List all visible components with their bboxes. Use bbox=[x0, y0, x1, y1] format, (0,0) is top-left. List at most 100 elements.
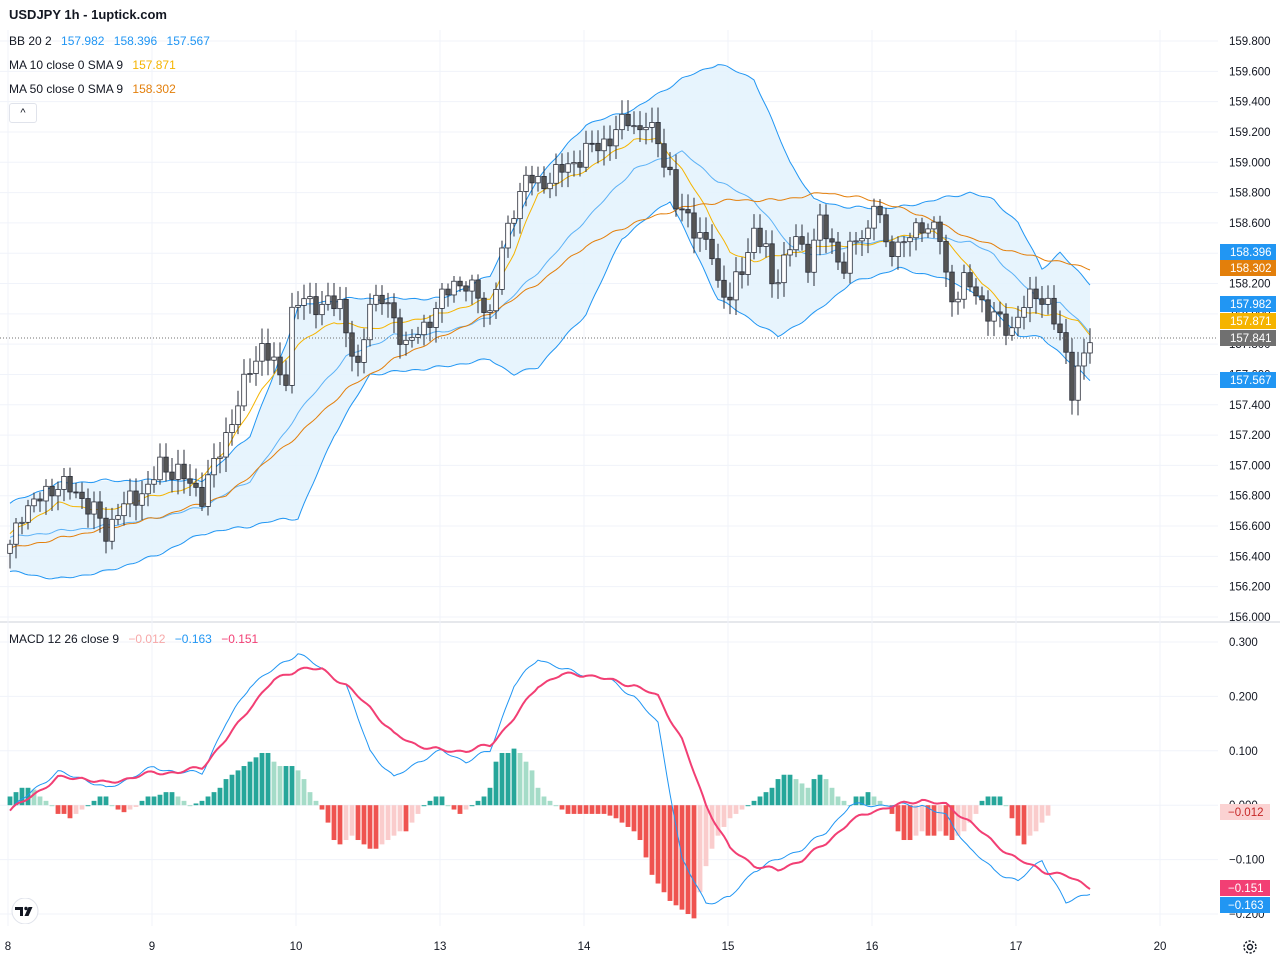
ma50-legend[interactable]: MA 50 close 0 SMA 9 158.302 bbox=[9, 81, 182, 97]
macd-histogram-bar bbox=[19, 787, 25, 806]
price-grid bbox=[0, 30, 1280, 926]
candle-body bbox=[883, 214, 889, 243]
macd-histogram-bar bbox=[283, 766, 289, 806]
macd-histogram-bar bbox=[967, 805, 973, 823]
candle-body bbox=[493, 289, 499, 312]
candle-body bbox=[577, 162, 583, 168]
time-axis[interactable]: 8 9 10 13 14 15 16 17 20 bbox=[5, 941, 1167, 953]
macd-histogram-bar bbox=[571, 805, 577, 814]
macd-histogram-bar bbox=[229, 774, 235, 806]
gear-icon[interactable] bbox=[1241, 938, 1259, 956]
macd-histogram-bar bbox=[397, 805, 403, 832]
candle-body bbox=[205, 474, 211, 507]
candle-body bbox=[223, 432, 229, 458]
bb-upper-value: 158.396 bbox=[113, 34, 158, 48]
candle-body bbox=[295, 304, 301, 308]
time-tick-label: 20 bbox=[1154, 941, 1167, 953]
macd-histogram-bar bbox=[835, 796, 841, 806]
candle-body bbox=[475, 279, 481, 299]
bb-legend[interactable]: BB 20 2 157.982 158.396 157.567 bbox=[9, 33, 216, 49]
macd-histogram-bar bbox=[121, 805, 127, 813]
macd-histogram-bar bbox=[553, 805, 559, 807]
macd-histogram-bar bbox=[175, 796, 181, 806]
macd-histogram-bar bbox=[799, 783, 805, 806]
ma50-line bbox=[9, 192, 1091, 550]
candle-body bbox=[481, 297, 487, 313]
candle-body bbox=[841, 261, 847, 274]
candle-body bbox=[847, 240, 853, 274]
candle-body bbox=[343, 298, 349, 334]
price-tick-label: 157.200 bbox=[1229, 430, 1271, 442]
candle-body bbox=[151, 479, 157, 485]
ma10-legend[interactable]: MA 10 close 0 SMA 9 157.871 bbox=[9, 57, 182, 73]
macd-signal-line bbox=[9, 666, 1091, 890]
macd-histogram-bar bbox=[829, 787, 835, 806]
macd-value-badge-label: −0.163 bbox=[1228, 900, 1264, 912]
bollinger-bands bbox=[9, 63, 1091, 580]
candle-body bbox=[679, 208, 685, 211]
candle-body bbox=[325, 295, 331, 305]
macd-histogram-bar bbox=[949, 805, 955, 841]
time-tick-label: 15 bbox=[722, 941, 735, 953]
candle-body bbox=[361, 339, 367, 363]
candle-body bbox=[865, 227, 871, 239]
macd-histogram-bar bbox=[691, 805, 697, 919]
candle-body bbox=[553, 164, 559, 184]
price-badge bbox=[1220, 313, 1276, 329]
macd-histogram-bar bbox=[547, 800, 553, 806]
macd-grid bbox=[0, 641, 1218, 915]
macd-histogram-bar bbox=[811, 779, 817, 806]
macd-histogram-bar bbox=[157, 794, 163, 806]
macd-histogram-bar bbox=[385, 805, 391, 841]
candle-body bbox=[601, 138, 607, 152]
macd-histogram-bar bbox=[595, 805, 601, 814]
macd-tick-label: −0.100 bbox=[1229, 855, 1265, 867]
candle-body bbox=[751, 227, 757, 253]
macd-histogram-bar bbox=[523, 761, 529, 806]
macd-histogram-bar bbox=[823, 779, 829, 806]
collapse-legend-button[interactable]: ^ bbox=[9, 103, 37, 123]
candle-body bbox=[73, 491, 79, 494]
candle-body bbox=[85, 498, 91, 515]
candle-body bbox=[913, 222, 919, 239]
price-tick-label: 158.200 bbox=[1229, 279, 1271, 291]
macd-histogram-bar bbox=[889, 805, 895, 814]
candle-body bbox=[931, 221, 937, 230]
candle-body bbox=[535, 176, 541, 184]
price-badge-label: 157.841 bbox=[1230, 333, 1272, 345]
candle-body bbox=[19, 521, 25, 524]
bb-fill bbox=[10, 63, 1090, 580]
bb-label: BB 20 2 bbox=[9, 34, 52, 48]
candle-body bbox=[559, 164, 565, 173]
time-tick-label: 10 bbox=[290, 941, 303, 953]
time-tick-label: 13 bbox=[434, 941, 447, 953]
macd-histogram-bar bbox=[643, 805, 649, 858]
candle-body bbox=[775, 282, 781, 285]
macd-histogram-bar bbox=[205, 796, 211, 806]
candle-body bbox=[997, 311, 1003, 315]
macd-histogram-bar bbox=[931, 805, 937, 836]
ma50-value: 158.302 bbox=[132, 82, 176, 96]
macd-histogram-bar bbox=[187, 805, 193, 807]
candle-body bbox=[673, 169, 679, 210]
price-axis[interactable]: 159.800 159.600 159.400 159.200 159.000 158.8… bbox=[1229, 36, 1271, 921]
candle-body bbox=[637, 125, 643, 131]
macd-histogram-bar bbox=[265, 752, 271, 806]
macd-histogram-bar bbox=[589, 805, 595, 814]
macd-legend[interactable]: MACD 12 26 close 9 −0.012 −0.163 −0.151 bbox=[9, 631, 264, 647]
candle-body bbox=[1087, 342, 1093, 354]
price-tick-label: 159.400 bbox=[1229, 97, 1271, 109]
macd-histogram-bar bbox=[415, 805, 421, 814]
macd-histogram-bar bbox=[1015, 805, 1021, 836]
macd-histogram-bar bbox=[103, 796, 109, 806]
macd-histogram-bar bbox=[865, 792, 871, 806]
macd-histogram-bar bbox=[625, 805, 631, 827]
candle-body bbox=[721, 279, 727, 298]
candle-body bbox=[1003, 313, 1009, 336]
macd-histogram-bar bbox=[955, 805, 961, 836]
tradingview-logo-icon[interactable] bbox=[10, 898, 40, 924]
macd-histogram-bar bbox=[763, 792, 769, 806]
macd-histogram-bar bbox=[25, 787, 31, 806]
candle-body bbox=[733, 271, 739, 301]
